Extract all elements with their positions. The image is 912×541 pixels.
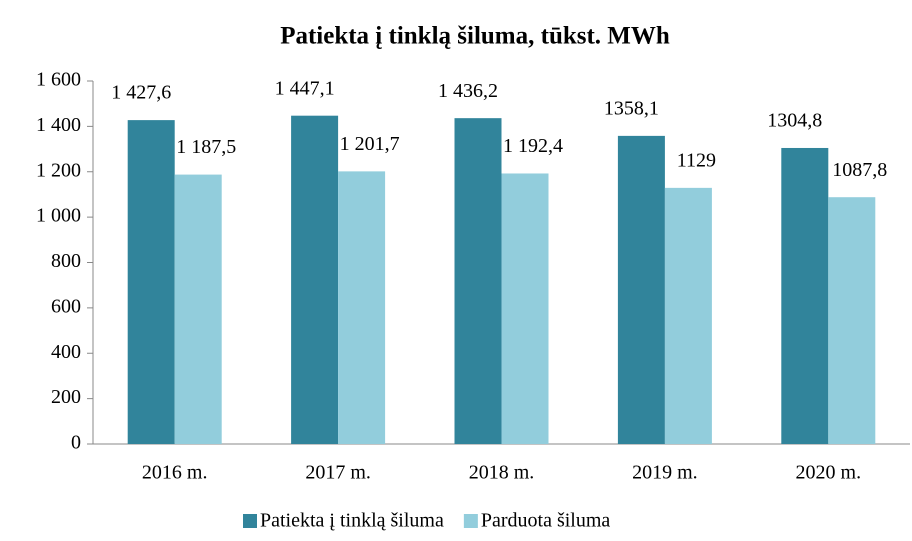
bar	[454, 118, 502, 445]
bar	[291, 115, 339, 445]
value-label: 1087,8	[832, 159, 887, 181]
value-label: 1 436,2	[438, 80, 498, 102]
legend-label: Parduota šiluma	[481, 510, 611, 532]
legend-swatch	[243, 514, 257, 528]
value-label: 1129	[677, 149, 716, 171]
x-tick-label: 2019 m.	[632, 462, 698, 484]
value-label: 1358,1	[604, 97, 659, 119]
value-label: 1 427,6	[111, 82, 171, 104]
bar	[828, 197, 876, 444]
y-tick-label: 1 400	[36, 114, 81, 136]
y-tick-label: 400	[51, 341, 81, 363]
y-tick-label: 0	[71, 432, 81, 454]
y-tick-label: 200	[51, 386, 81, 408]
bar	[501, 173, 549, 444]
value-label: 1304,8	[767, 110, 822, 132]
value-label: 1 187,5	[176, 136, 236, 158]
bar	[338, 171, 386, 444]
x-tick-label: 2020 m.	[796, 462, 862, 484]
y-tick-label: 1 200	[36, 159, 81, 181]
bar	[617, 135, 665, 445]
bar	[664, 187, 712, 444]
bar	[781, 147, 829, 444]
bar	[174, 174, 222, 444]
x-tick-label: 2017 m.	[305, 462, 371, 484]
y-tick-label: 1 600	[36, 69, 81, 91]
bar	[127, 120, 175, 444]
chart-title: Patiekta į tinklą šiluma, tūkst. MWh	[280, 23, 670, 50]
x-tick-label: 2016 m.	[142, 462, 208, 484]
legend-swatch	[463, 514, 478, 528]
value-label: 1 447,1	[275, 77, 335, 99]
y-tick-label: 1 000	[36, 205, 81, 227]
x-tick-label: 2018 m.	[469, 462, 535, 484]
y-tick-label: 600	[51, 295, 81, 317]
value-label: 1 192,4	[503, 135, 563, 157]
legend-label: Patiekta į tinklą šiluma	[260, 510, 444, 532]
y-tick-label: 800	[51, 250, 81, 272]
value-label: 1 201,7	[340, 133, 400, 155]
